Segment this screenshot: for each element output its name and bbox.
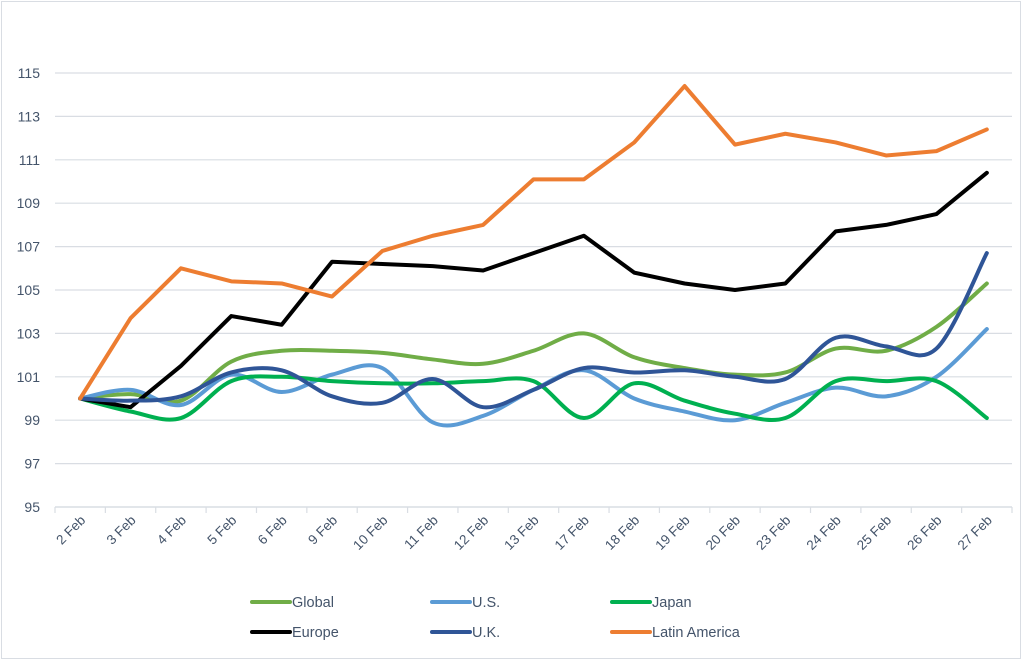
x-tick-label: 4 Feb [154, 513, 189, 548]
x-tick-label: 10 Feb [350, 513, 390, 553]
x-tick-label: 25 Feb [854, 513, 894, 553]
x-tick-label: 2 Feb [53, 513, 88, 548]
x-axis [54, 506, 1013, 513]
x-axis-tick-labels: 2 Feb 3 Feb 4 Feb 5 Feb 6 Feb 9 Feb 10 Feb 11 F… [53, 513, 995, 553]
y-tick-label: 101 [17, 369, 41, 385]
series-line-global [78, 281, 989, 404]
y-tick-label: 103 [17, 325, 41, 341]
x-tick-label: 26 Feb [904, 513, 944, 553]
series-line-japan [78, 374, 989, 423]
x-tick-label: 27 Feb [955, 513, 995, 553]
x-tick-label: 23 Feb [753, 513, 793, 553]
series-japan [78, 374, 989, 423]
gridlines [55, 72, 1012, 465]
y-tick-label: 99 [24, 412, 40, 428]
legend-label: U.S. [472, 595, 500, 611]
legend-label: Japan [652, 595, 692, 611]
x-tick-label: 5 Feb [204, 513, 239, 548]
x-tick-label: 11 Feb [401, 513, 441, 553]
legend-label: Europe [292, 625, 339, 641]
y-tick-label: 95 [24, 499, 40, 515]
x-tick-label: 19 Feb [652, 513, 692, 553]
legend-item-u-s: U.S. [430, 595, 500, 611]
x-tick-label: 20 Feb [703, 513, 743, 553]
series-line-u-k [78, 251, 989, 410]
legend: Global U.S. Japan Europe U.K. Latin America [250, 595, 741, 641]
legend-item-global: Global [250, 595, 334, 611]
y-tick-label: 97 [24, 456, 40, 472]
y-tick-label: 105 [17, 282, 41, 298]
series-europe [78, 170, 989, 410]
x-tick-label: 6 Feb [255, 513, 290, 548]
y-tick-label: 113 [18, 108, 41, 124]
series-u-k [78, 251, 989, 410]
legend-label: U.K. [472, 625, 500, 641]
legend-label: Latin America [652, 625, 741, 641]
x-tick-label: 12 Feb [451, 513, 491, 553]
series-lines [78, 84, 989, 428]
series-latin-america [78, 84, 989, 401]
x-tick-label: 24 Feb [804, 513, 844, 553]
x-tick-label: 13 Feb [501, 513, 541, 553]
series-global [78, 281, 989, 404]
y-tick-label: 115 [18, 65, 41, 81]
legend-label: Global [292, 595, 334, 611]
legend-item-europe: Europe [250, 625, 339, 641]
y-tick-label: 111 [19, 152, 40, 168]
legend-item-japan: Japan [610, 595, 692, 611]
y-tick-label: 109 [17, 195, 41, 211]
x-tick-label: 17 Feb [552, 513, 592, 553]
x-tick-label: 18 Feb [602, 513, 642, 553]
y-tick-label: 107 [17, 239, 41, 255]
y-axis-tick-labels: 95 97 99 101 103 105 107 109 111 113 115 [17, 65, 41, 515]
legend-item-latin-america: Latin America [610, 625, 741, 641]
x-tick-label: 3 Feb [104, 513, 139, 548]
legend-item-u-k: U.K. [430, 625, 500, 641]
x-tick-label: 9 Feb [305, 513, 340, 548]
